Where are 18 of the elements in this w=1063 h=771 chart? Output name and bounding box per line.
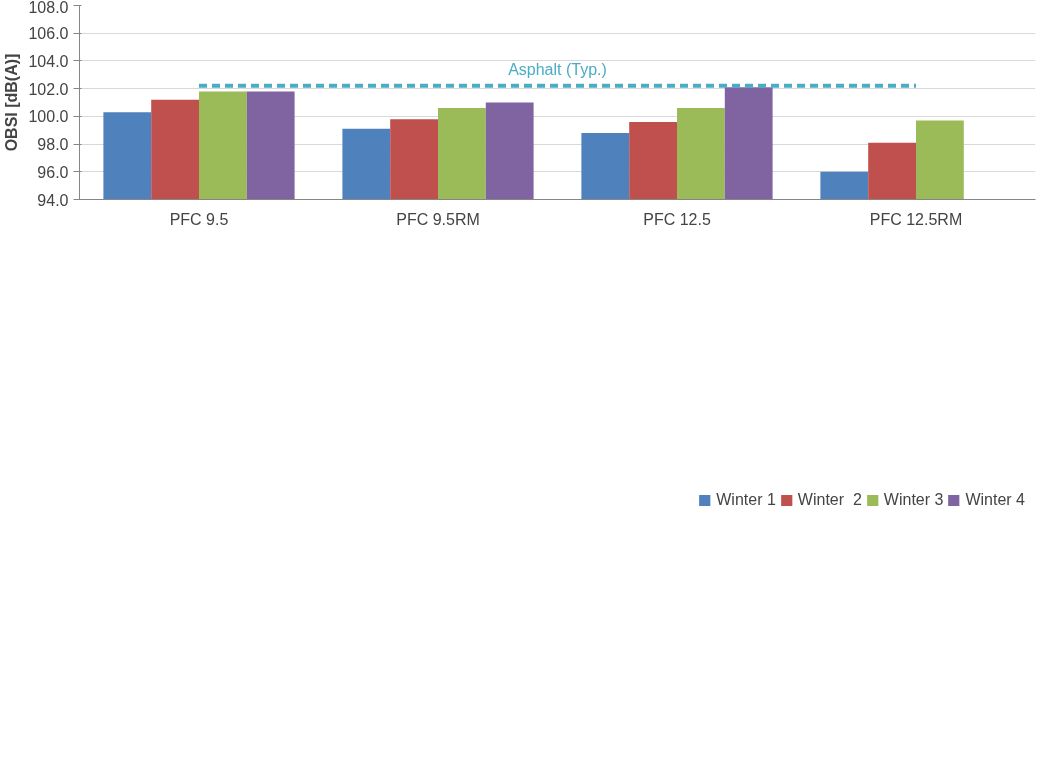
legend-label: Winter 2 [797, 491, 862, 509]
x-tick-label: PFC 9.5RM [396, 210, 480, 228]
y-tick-label: 106.0 [28, 25, 69, 43]
y-tick-label: 102.0 [28, 80, 69, 98]
y-axis-title: OBSI [dB(A)] [3, 53, 21, 152]
ref-line-label: Asphalt (Typ.) [508, 60, 607, 78]
legend-label: Winter 4 [965, 491, 1025, 509]
y-tick-label: 98.0 [37, 136, 69, 154]
y-tick-label: 100.0 [28, 108, 69, 126]
x-tick-label: PFC 12.5RM [869, 210, 963, 228]
legend-label: Winter 3 [883, 491, 944, 509]
y-tick-label: 96.0 [37, 163, 69, 181]
y-tick-label: 108.0 [28, 0, 69, 16]
x-tick-label: PFC 12.5 [643, 210, 711, 228]
y-tick-label: 104.0 [28, 52, 69, 70]
legend-label: Winter 1 [716, 491, 776, 509]
y-tick-label: 94.0 [37, 191, 69, 209]
x-tick-label: PFC 9.5 [169, 210, 229, 228]
